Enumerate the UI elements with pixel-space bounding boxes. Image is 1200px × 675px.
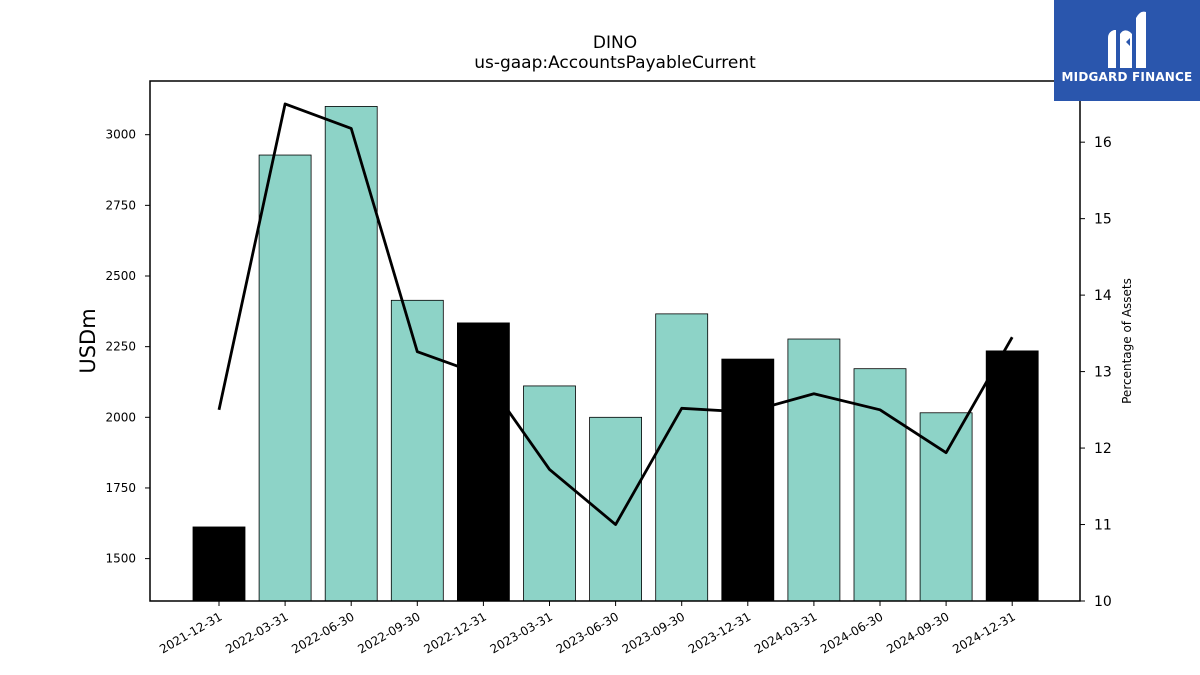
midgard-logo-icon [1108,11,1146,69]
bar-2024-09-30 [919,412,973,602]
y-tick-label-1750: 1750 [105,481,136,495]
x-axis: 2021-12-312022-03-312022-06-302022-09-30… [157,601,1018,656]
y-tick-label-2500: 2500 [105,269,136,283]
y-axis-label-left: USDm [76,308,100,373]
bar-2023-03-31 [523,385,576,602]
x-tick-label-2022-06-30: 2022-06-30 [289,609,356,656]
y-tick-label-3000: 3000 [105,128,136,142]
y-tick-label-2250: 2250 [105,340,136,354]
chart-title: DINO [593,33,637,53]
x-tick-label-2022-09-30: 2022-09-30 [355,609,422,656]
x-tick-label-2023-12-31: 2023-12-31 [686,609,753,656]
y-tick-label-2000: 2000 [105,410,136,424]
bar-2022-06-30 [324,106,378,602]
y2-tick-label-13: 13 [1094,365,1112,381]
bar-2023-12-31 [721,358,775,602]
brand-logo: MIDGARD FINANCE [1054,0,1200,101]
bar-2022-12-31 [456,322,510,602]
bar-2024-12-31 [985,350,1039,602]
y2-tick-label-11: 11 [1094,518,1112,534]
bar-2024-06-30 [853,368,907,602]
y2-tick-label-14: 14 [1094,288,1112,304]
bar-2024-03-31 [787,338,841,602]
x-tick-label-2024-03-31: 2024-03-31 [752,609,819,656]
x-tick-label-2022-03-31: 2022-03-31 [223,609,290,656]
y2-tick-label-10: 10 [1094,594,1112,610]
percentage-line [217,102,1014,526]
logo-text: MIDGARD FINANCE [1061,70,1193,84]
plot-frame [149,80,1081,602]
x-tick-label-2021-12-31: 2021-12-31 [157,609,224,656]
y2-tick-label-12: 12 [1094,441,1112,457]
x-tick-label-2023-09-30: 2023-09-30 [620,609,687,656]
x-tick-label-2024-12-31: 2024-12-31 [950,609,1017,656]
y-axis-label-right: Percentage of Assets [1120,278,1134,404]
y-axis-left: 1500 1750 2000 2250 2500 2750 3000 [105,128,150,566]
chart-subtitle: us-gaap:AccountsPayableCurrent [474,53,756,73]
y2-tick-label-15: 15 [1094,212,1112,228]
y-axis-right: 10 11 12 13 14 15 16 [1080,135,1112,610]
y-tick-label-1500: 1500 [105,552,136,566]
x-tick-label-2022-12-31: 2022-12-31 [421,609,488,656]
x-tick-label-2023-03-31: 2023-03-31 [488,609,555,656]
bar-2022-03-31 [258,154,312,602]
x-tick-label-2024-09-30: 2024-09-30 [884,609,951,656]
bar-2023-09-30 [655,313,709,602]
line-group [217,102,1014,526]
bars-group [192,106,1039,602]
y-tick-label-2750: 2750 [105,198,136,212]
x-tick-label-2023-06-30: 2023-06-30 [554,609,621,656]
x-tick-label-2024-06-30: 2024-06-30 [818,609,885,656]
bar-2021-12-31 [192,526,246,602]
bar-2022-09-30 [390,299,444,602]
y2-tick-label-16: 16 [1094,135,1112,151]
